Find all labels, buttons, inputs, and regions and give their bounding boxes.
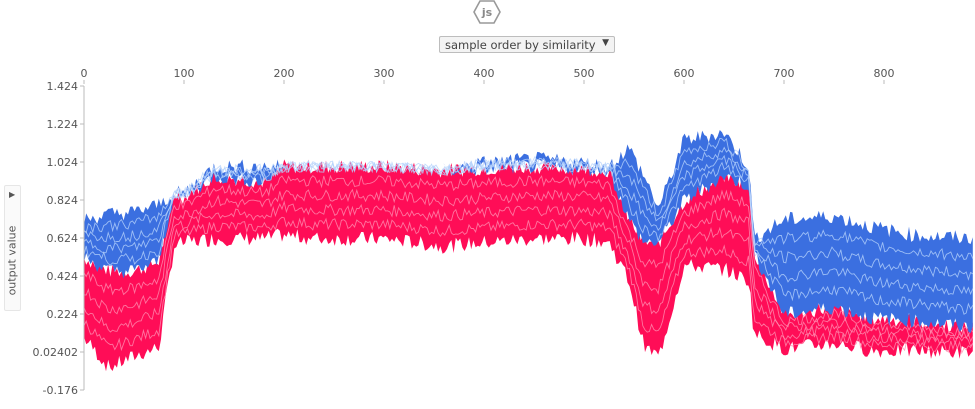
negative-feature-line: [83, 137, 974, 262]
plot-area: [83, 130, 974, 372]
x-tick-label: 500: [574, 67, 595, 80]
negative-feature-line: [83, 146, 974, 281]
js-logo-icon: js: [473, 0, 501, 24]
y-tick-label: 1.424: [47, 80, 79, 93]
chevron-right-icon: ▶: [9, 190, 16, 199]
positive-feature-line: [83, 188, 974, 343]
x-tick-label: 600: [674, 67, 695, 80]
y-tick-label: 0.424: [47, 270, 79, 283]
y-tick-label: 0.624: [47, 232, 79, 245]
y-axis: 1.424 1.224 1.024 0.824 0.624 0.424 0.224 0.024…: [33, 80, 85, 397]
x-tick-label: 100: [174, 67, 195, 80]
y-tick-label: 0.824: [47, 194, 79, 207]
sample-order-select-value: sample order by similarity: [445, 38, 596, 52]
chevron-down-icon: ▼: [602, 38, 609, 48]
x-tick-label: 200: [274, 67, 295, 80]
x-tick-label: 400: [474, 67, 495, 80]
y-tick-label: 0.02402: [33, 346, 79, 359]
y-tick-label: -0.176: [43, 384, 78, 397]
negative-area: [84, 130, 973, 334]
y-tick-label: 1.224: [47, 118, 79, 131]
sample-order-select[interactable]: sample order by similarity ▼: [439, 36, 615, 53]
output-value-select[interactable]: ▶ output value: [4, 185, 21, 311]
y-tick-label: 1.024: [47, 156, 79, 169]
y-tick-label: 0.224: [47, 308, 79, 321]
x-axis: 0 100 200 300 400 500 600 700 800: [81, 67, 895, 84]
positive-feature-line: [83, 174, 974, 339]
negative-feature-line: [83, 154, 974, 296]
x-tick-label: 700: [774, 67, 795, 80]
positive-feature-line: [83, 200, 974, 348]
positive-area: [84, 159, 973, 372]
positive-feature-line: [83, 216, 974, 355]
x-tick-label: 300: [374, 67, 395, 80]
js-logo-text: js: [481, 6, 493, 19]
x-tick-label: 0: [81, 67, 88, 80]
x-tick-label: 800: [874, 67, 895, 80]
